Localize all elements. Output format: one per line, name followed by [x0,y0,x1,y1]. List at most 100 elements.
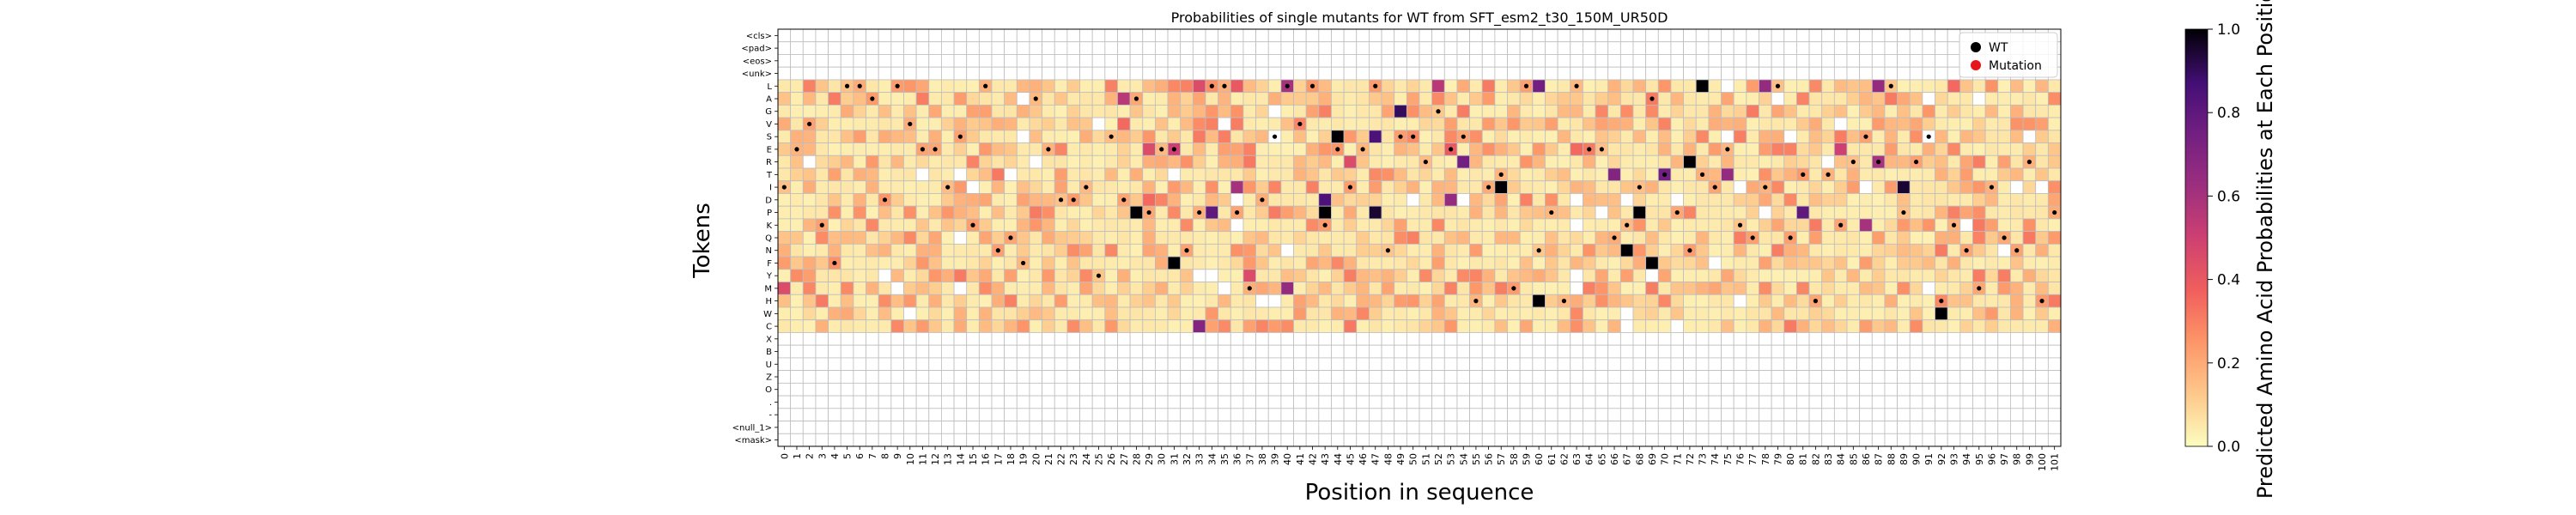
heatmap-cell [1117,154,1131,169]
heatmap-cell [1180,382,1194,397]
heatmap-cell [966,142,980,156]
heatmap-cell [1066,408,1080,421]
heatmap-cell [1657,243,1672,258]
heatmap-cell [1469,332,1483,346]
heatmap-cell [1079,344,1093,359]
heatmap-cell [1104,344,1118,359]
heatmap-cell [1519,231,1534,245]
heatmap-cell [1808,41,1823,55]
heatmap-cell [1129,433,1144,447]
heatmap-cell [1570,167,1583,182]
heatmap-cell [1771,66,1785,81]
heatmap-cell [1079,357,1093,372]
heatmap-cell [1456,66,1470,81]
heatmap-cell [1746,408,1759,421]
heatmap-cell [1419,395,1433,409]
heatmap-cell [1406,357,1420,372]
heatmap-cell [1695,243,1710,258]
heatmap-cell [802,154,817,169]
heatmap-cell [1922,344,1935,359]
heatmap-cell [1242,332,1256,346]
heatmap-cell [1054,294,1068,308]
heatmap-cell [1242,54,1256,68]
heatmap-cell [1104,180,1118,194]
heatmap-cell [2022,167,2037,182]
heatmap-cell [1846,205,1861,220]
heatmap-cell [1657,41,1672,55]
heatmap-cell [1695,54,1710,68]
heatmap-cell [1004,357,1018,372]
heatmap-cell [1783,370,1797,384]
heatmap-cell [1167,370,1182,384]
heatmap-cell [1381,41,1395,55]
heatmap-cell [1293,294,1307,308]
heatmap-cell [1783,142,1797,156]
y-tick-label: <mask> [734,436,772,445]
heatmap-cell [1959,433,1973,447]
heatmap-cell [1846,41,1861,55]
heatmap-cell [1746,269,1759,282]
heatmap-cell [928,306,942,321]
heatmap-cell [1104,395,1118,409]
wt-marker [945,185,951,190]
heatmap-cell [1079,256,1093,270]
heatmap-cell [1771,269,1785,282]
heatmap-cell [1935,256,1948,270]
heatmap-cell [1293,218,1307,233]
heatmap-cell [1054,231,1068,245]
heatmap-cell [1079,395,1093,409]
heatmap-cell [1343,231,1358,245]
heatmap-cell [1230,243,1244,258]
heatmap-cell [1142,54,1156,68]
heatmap-cell [1922,180,1935,194]
heatmap-cell [1394,243,1407,258]
heatmap-cell [953,117,968,131]
heatmap-cell [1721,395,1735,409]
heatmap-cell [1519,357,1534,372]
heatmap-cell [2010,344,2024,359]
heatmap-cell [866,180,879,194]
heatmap-cell [890,332,904,346]
x-tick-label: 13 [943,453,954,465]
heatmap-cell [1406,256,1420,270]
heatmap-cell [878,269,892,282]
heatmap-cell [1481,104,1496,118]
heatmap-cell [1545,421,1558,434]
heatmap-cell [1066,282,1080,295]
heatmap-cell [1759,142,1772,156]
heatmap-cell [1545,218,1558,233]
heatmap-cell [1859,421,1873,434]
heatmap-cell [1255,54,1269,68]
heatmap-cell [1607,344,1621,359]
heatmap-cell [1532,117,1546,131]
heatmap-cell [2047,319,2062,333]
heatmap-cell [1356,104,1370,118]
x-tick-label: 28 [1131,453,1142,465]
heatmap-cell [1708,104,1722,118]
heatmap-cell [853,243,866,258]
heatmap-cell [915,382,930,397]
heatmap-cell [1066,66,1080,81]
heatmap-cell [1570,319,1583,333]
heatmap-cell [840,357,854,372]
heatmap-cell [1267,357,1282,372]
heatmap-cell [890,167,904,182]
heatmap-cell [903,180,917,194]
heatmap-cell [915,395,930,409]
heatmap-cell [1042,92,1055,106]
heatmap-cell [1494,79,1508,94]
heatmap-cell [1947,142,1961,156]
heatmap-cell [878,344,892,359]
heatmap-cell [1280,92,1294,106]
heatmap-cell [966,332,980,346]
x-tick-label: 48 [1382,453,1394,465]
heatmap-cell [1242,382,1256,397]
heatmap-cell [853,256,866,270]
heatmap-cell [1142,421,1156,434]
heatmap-cell [1331,282,1345,295]
heatmap-cell [1947,395,1961,409]
heatmap-cell [1783,218,1797,233]
heatmap-cell [828,66,841,81]
heatmap-cell [1293,382,1307,397]
heatmap-cell [1771,332,1785,346]
